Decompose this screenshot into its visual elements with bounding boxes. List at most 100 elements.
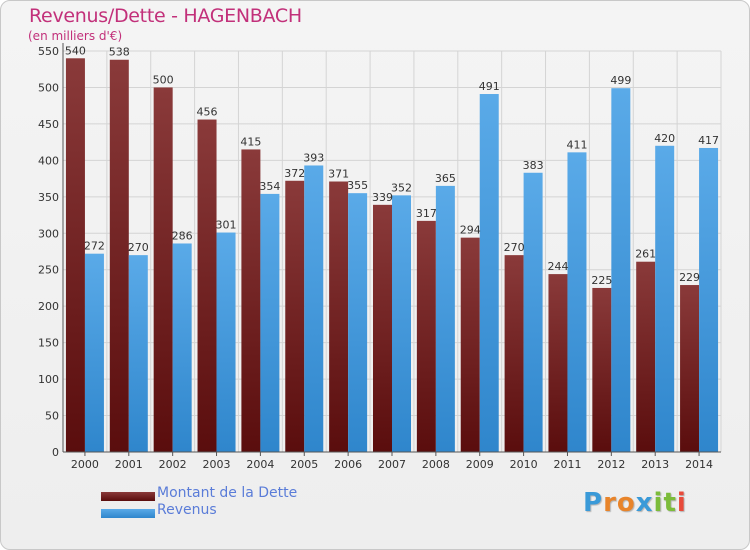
logo-letter: r (603, 488, 617, 518)
data-label: 415 (240, 135, 261, 148)
bar-revenue (699, 147, 719, 452)
bar-debt (416, 220, 436, 452)
data-label: 339 (372, 191, 393, 204)
bar-revenue (304, 165, 324, 452)
data-label: 317 (416, 207, 437, 220)
bar-revenue (216, 232, 236, 452)
x-tick-label: 2010 (510, 458, 538, 471)
x-tick-label: 2007 (378, 458, 406, 471)
x-tick-label: 2009 (466, 458, 494, 471)
legend-swatch-debt (101, 492, 155, 501)
data-label: 371 (328, 168, 349, 181)
y-tick-label: 150 (38, 337, 59, 350)
bar-revenue (84, 253, 104, 452)
x-tick-label: 2002 (159, 458, 187, 471)
bar-debt (373, 204, 392, 452)
proxiti-logo: Proxiti (583, 488, 687, 518)
chart-title: Revenus/Dette - HAGENBACH (29, 5, 302, 27)
chart-subtitle: (en milliers d'€) (28, 29, 123, 43)
bar-revenue (567, 152, 587, 453)
y-tick-label: 50 (45, 410, 59, 423)
x-tick-label: 2001 (115, 458, 143, 471)
data-label: 354 (259, 180, 280, 193)
bar-revenue (611, 88, 631, 452)
y-tick-label: 0 (52, 446, 59, 459)
bar-debt (548, 274, 568, 452)
data-label: 261 (635, 248, 656, 261)
y-tick-label: 450 (38, 118, 59, 131)
bar-revenue (128, 255, 148, 452)
logo-letter: i (676, 488, 687, 518)
bar-debt (592, 287, 612, 452)
data-label: 286 (172, 229, 193, 242)
bar-revenue (655, 145, 675, 453)
bar-revenue (172, 243, 192, 452)
logo-letter: i (653, 488, 664, 518)
bar-debt (504, 255, 524, 452)
data-label: 270 (128, 241, 149, 254)
logo-letter: t (663, 488, 677, 518)
legend-label-revenue: Revenus (157, 502, 217, 518)
bar-revenue (435, 185, 455, 452)
data-label: 372 (284, 167, 305, 180)
data-label: 383 (523, 159, 544, 172)
data-label: 500 (153, 73, 174, 86)
data-label: 365 (435, 172, 456, 185)
data-label: 491 (479, 80, 500, 93)
y-tick-label: 300 (38, 227, 59, 240)
legend-label-debt: Montant de la Dette (157, 485, 298, 501)
bar-revenue (479, 94, 499, 453)
data-label: 244 (547, 260, 568, 273)
bar-debt (65, 58, 85, 453)
logo-letter: P (583, 488, 604, 518)
x-tick-label: 2011 (553, 458, 581, 471)
data-label: 499 (610, 74, 631, 87)
x-tick-label: 2012 (597, 458, 625, 471)
y-tick-label: 400 (38, 154, 59, 167)
bar-revenue (392, 195, 411, 453)
bar-debt (460, 237, 480, 452)
data-label: 294 (460, 224, 481, 237)
data-label: 229 (679, 271, 700, 284)
data-label: 301 (216, 219, 237, 232)
bar-debt (197, 119, 217, 452)
data-label: 352 (391, 181, 412, 194)
data-label: 538 (109, 46, 130, 59)
bar-revenue (260, 193, 280, 452)
data-label: 420 (654, 132, 675, 145)
data-label: 417 (698, 134, 719, 147)
bar-debt (680, 285, 700, 452)
y-tick-label: 350 (38, 191, 59, 204)
data-label: 411 (566, 138, 587, 151)
x-tick-label: 2000 (71, 458, 99, 471)
y-tick-label: 250 (38, 264, 59, 277)
x-tick-label: 2014 (685, 458, 713, 471)
y-tick-label: 550 (38, 45, 59, 58)
logo-letter: o (616, 488, 636, 518)
bar-debt (285, 180, 305, 452)
y-tick-label: 200 (38, 300, 59, 313)
x-tick-label: 2013 (641, 458, 669, 471)
bar-revenue (348, 193, 368, 452)
bar-debt (636, 261, 656, 452)
data-label: 456 (197, 106, 218, 119)
bar-revenue (523, 172, 543, 452)
x-tick-label: 2005 (290, 458, 318, 471)
x-tick-label: 2006 (334, 458, 362, 471)
data-label: 225 (591, 274, 612, 287)
bars (65, 58, 719, 453)
x-tick-label: 2004 (246, 458, 274, 471)
data-label: 355 (347, 179, 368, 192)
x-tick-label: 2008 (422, 458, 450, 471)
x-tick-label: 2003 (203, 458, 231, 471)
y-tick-label: 500 (38, 81, 59, 94)
bar-debt (329, 181, 349, 453)
bar-debt (109, 59, 129, 453)
value-labels: 5402725382705002864563014153543723933713… (65, 44, 719, 287)
bar-debt (241, 149, 261, 452)
data-label: 272 (84, 240, 105, 253)
data-label: 393 (303, 151, 324, 164)
bar-debt (153, 87, 173, 453)
